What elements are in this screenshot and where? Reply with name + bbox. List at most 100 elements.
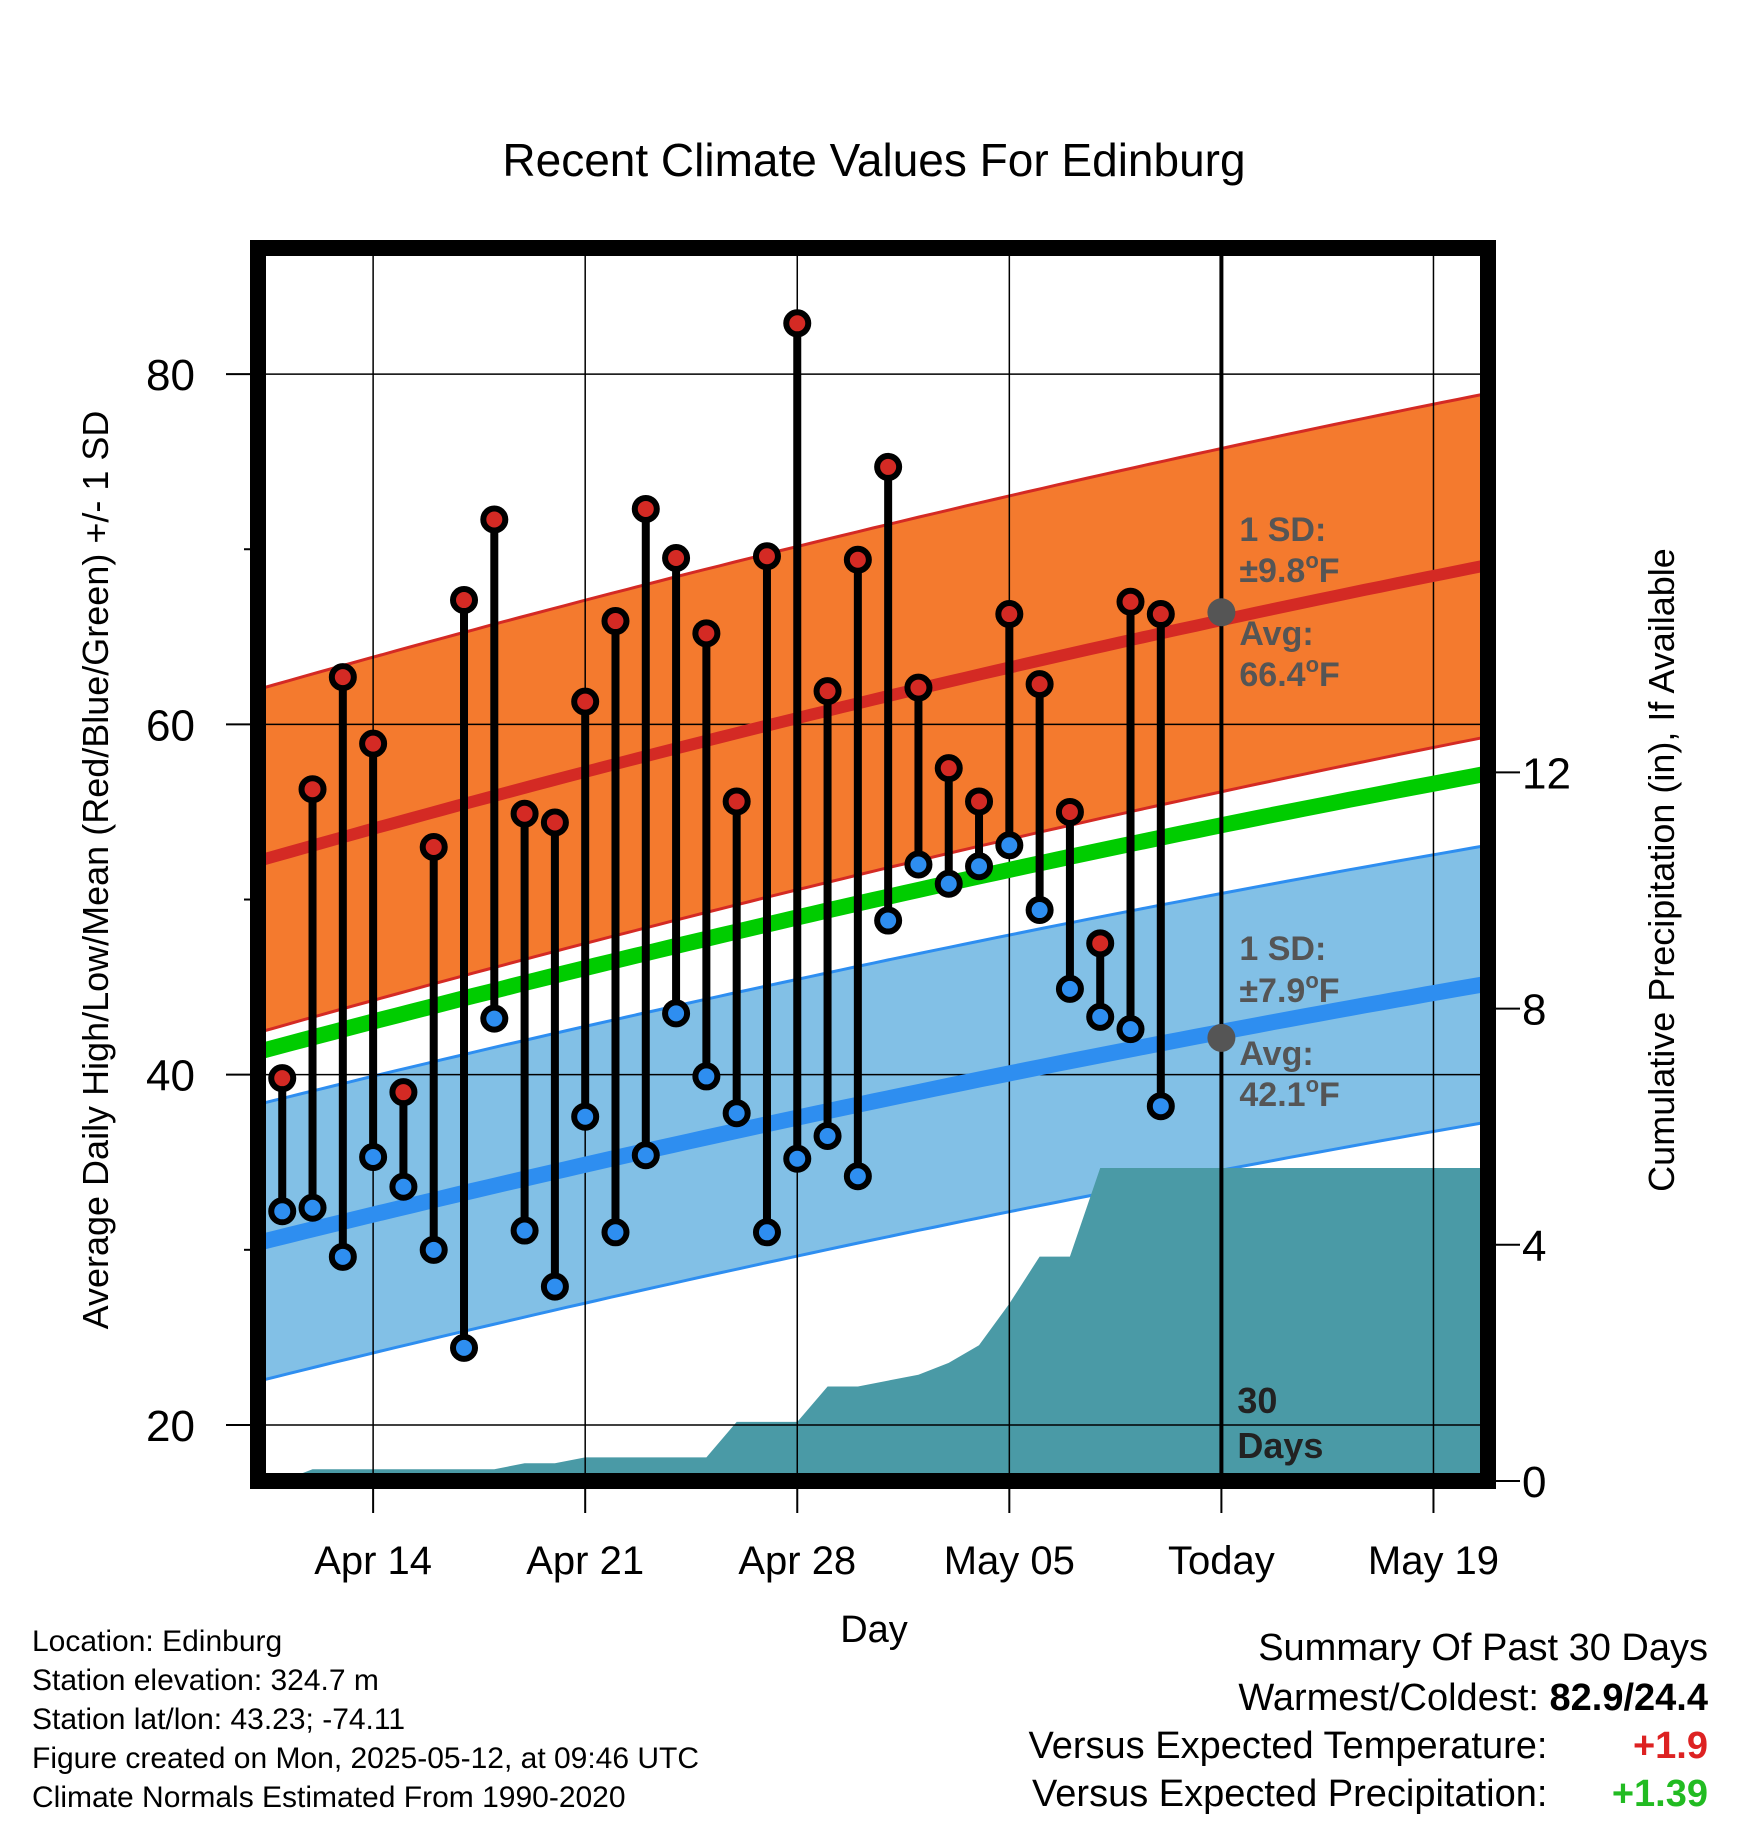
high-sd-band [258,393,1488,1033]
daily-high-point [631,494,660,523]
y-tick-label-right: 12 [1522,749,1571,798]
precip-value: +1.39 [1611,1773,1708,1815]
daily-high-point [783,309,812,338]
high-avg-value: 66.4oF [1239,652,1339,694]
x-axis-label: Day [840,1609,908,1651]
y-tick-label-left: 20 [146,1402,195,1451]
daily-low-point [783,1144,812,1173]
daily-low-point [359,1142,388,1171]
daily-low-point [389,1172,418,1201]
daily-high-point [662,544,691,573]
daily-low-point [450,1333,479,1362]
daily-low-point [662,999,691,1028]
daily-low-point [328,1242,357,1271]
daily-high-point [1025,670,1054,699]
daily-high-point [874,452,903,481]
daily-low-point [995,831,1024,860]
daily-high-point [298,775,327,804]
high-sd-label: 1 SD: [1239,511,1326,549]
y-tick-label-right: 4 [1522,1222,1546,1271]
y-tick-label-left: 60 [146,701,195,750]
daily-high-point [359,729,388,758]
days-word-label: Days [1237,1425,1323,1466]
daily-low-point [1146,1092,1175,1121]
daily-low-point [1055,974,1084,1003]
high-sd-value: ±9.8oF [1239,548,1339,590]
summary-temp: Versus Expected Temperature: +1.9 [1029,1722,1708,1770]
elevation-text: Station elevation: 324.7 m [32,1664,379,1697]
daily-low-point [904,850,933,879]
daily-low-point [692,1062,721,1091]
low-sd-label: 1 SD: [1239,930,1326,968]
daily-high-point [752,542,781,571]
summary-warm-cold: Warmest/Coldest: 82.9/24.4 [1029,1674,1708,1722]
daily-high-point [904,673,933,702]
y-axis-label-right: Cumulative Precipitation (in), If Availa… [1641,548,1682,1192]
temp-label: Versus Expected Temperature: [1028,1725,1548,1767]
daily-low-point [601,1218,630,1247]
daily-high-point [722,787,751,816]
high-avg-label: Avg: [1239,615,1313,653]
daily-low-point [298,1193,327,1222]
x-tick-label: May 19 [1368,1539,1499,1583]
daily-high-point [995,600,1024,629]
days-count-label: 30 [1237,1380,1277,1421]
today-low-normal-marker [1207,1023,1236,1052]
y-tick-label-left: 80 [146,351,195,400]
latlon-text: Station lat/lon: 43.23; -74.11 [32,1703,406,1736]
daily-high-point [571,687,600,716]
low-avg-label: Avg: [1239,1035,1313,1073]
daily-high-point [1055,797,1084,826]
x-tick-label: May 05 [944,1539,1075,1583]
daily-low-point [268,1197,297,1226]
low-sd-value: ±7.9oF [1239,968,1339,1010]
daily-high-point [328,663,357,692]
x-tick-label: Today [1168,1539,1275,1583]
plot-frame [250,240,1496,1489]
daily-low-point [965,852,994,881]
daily-low-point [1086,1002,1115,1031]
daily-high-point [510,799,539,828]
daily-low-point [510,1216,539,1245]
x-tick-label: Apr 14 [314,1539,432,1583]
x-tick-label: Apr 28 [738,1539,856,1583]
daily-low-point [813,1121,842,1150]
daily-low-point [540,1272,569,1301]
today-high-normal-marker [1207,598,1236,627]
daily-high-point [540,808,569,837]
low-avg-value: 42.1oF [1239,1072,1339,1114]
station-info: Location: Edinburg Station elevation: 32… [32,1622,699,1817]
daily-high-point [965,787,994,816]
daily-low-point [571,1102,600,1131]
chart-title: Recent Climate Values For Edinburg [502,134,1245,186]
warm-cold-value: 82.9/24.4 [1549,1677,1708,1719]
summary-precip: Versus Expected Precipitation: +1.39 [1029,1770,1708,1818]
normals-text: Climate Normals Estimated From 1990-2020 [32,1781,626,1814]
daily-high-point [419,832,448,861]
daily-high-point [389,1078,418,1107]
low-sd-band [258,845,1488,1382]
daily-low-point [631,1141,660,1170]
daily-high-point [692,619,721,648]
daily-low-point [1025,896,1054,925]
y-axis-label-left: Average Daily High/Low/Mean (Red/Blue/Gr… [75,411,116,1330]
daily-high-point [934,754,963,783]
warm-cold-label: Warmest/Coldest: [1238,1677,1539,1719]
y-tick-label-left: 40 [146,1052,195,1101]
daily-high-point [1116,587,1145,616]
daily-low-point [1116,1015,1145,1044]
temp-value: +1.9 [1632,1725,1708,1767]
daily-high-point [268,1064,297,1093]
daily-low-point [722,1099,751,1128]
daily-low-point [480,1004,509,1033]
summary-title: Summary Of Past 30 Days [1258,1627,1708,1669]
y-tick-label-right: 0 [1522,1458,1546,1507]
location-text: Location: Edinburg [32,1625,283,1658]
daily-high-point [450,586,479,615]
daily-high-point [480,505,509,534]
daily-high-point [601,607,630,636]
daily-low-point [934,869,963,898]
x-tick-label: Apr 21 [526,1539,644,1583]
precip-area [258,1168,1488,1481]
